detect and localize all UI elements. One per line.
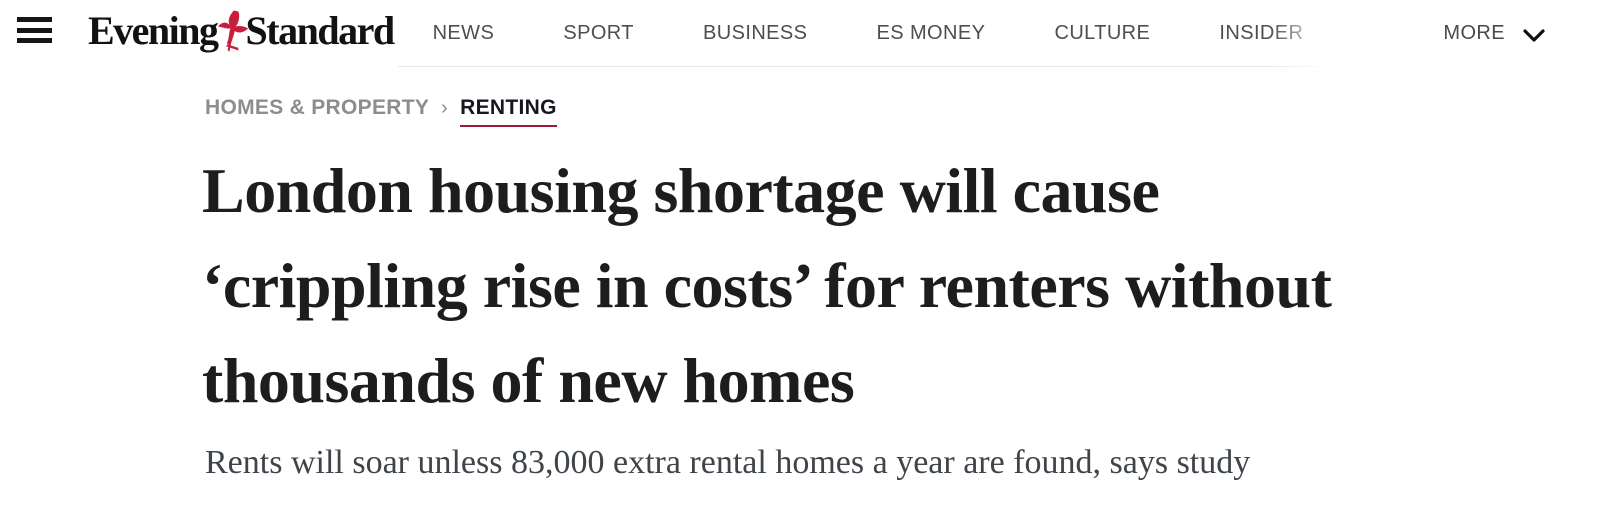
nav-item-business[interactable]: BUSINESS	[703, 21, 808, 44]
breadcrumb-homes-property[interactable]: HOMES & PROPERTY	[205, 96, 430, 119]
headline-line-2: ‘crippling rise in costs’ for renters wi…	[202, 250, 1332, 321]
hamburger-bar	[17, 38, 52, 43]
hamburger-menu-icon[interactable]	[17, 15, 52, 45]
hamburger-bar	[17, 17, 52, 22]
nav-item-sport[interactable]: SPORT	[563, 21, 634, 44]
breadcrumb-separator-icon: ›	[441, 97, 449, 119]
primary-nav: NEWS SPORT BUSINESS ES MONEY CULTURE INS…	[398, 0, 1340, 68]
breadcrumb-renting[interactable]: RENTING	[460, 96, 557, 127]
headline-line-3: thousands of new homes	[202, 345, 855, 416]
logo-text-standard: Standard	[245, 7, 396, 53]
nav-item-culture[interactable]: CULTURE	[1054, 21, 1151, 44]
site-header: Evening Standard NEWS SPORT BUSINESS ES …	[0, 0, 1606, 68]
breadcrumb: HOMES & PROPERTY › RENTING	[205, 96, 1606, 127]
more-menu-button[interactable]: MORE	[1443, 0, 1545, 67]
nav-item-news[interactable]: NEWS	[432, 21, 495, 44]
nav-item-insider[interactable]: INSIDER	[1219, 21, 1304, 44]
evening-standard-logo[interactable]: Evening Standard	[88, 2, 396, 58]
article-standfirst: Rents will soar unless 83,000 extra rent…	[205, 444, 1251, 481]
hamburger-bar	[17, 27, 52, 33]
nav-item-es-money[interactable]: ES MONEY	[876, 21, 986, 44]
eros-statue-icon	[217, 8, 249, 54]
chevron-down-icon	[1523, 28, 1545, 42]
article-headline: London housing shortage will cause ‘crip…	[202, 143, 1542, 428]
headline-line-1: London housing shortage will cause	[202, 155, 1160, 226]
more-label: MORE	[1443, 22, 1505, 44]
logo-text-evening: Evening	[88, 7, 219, 53]
